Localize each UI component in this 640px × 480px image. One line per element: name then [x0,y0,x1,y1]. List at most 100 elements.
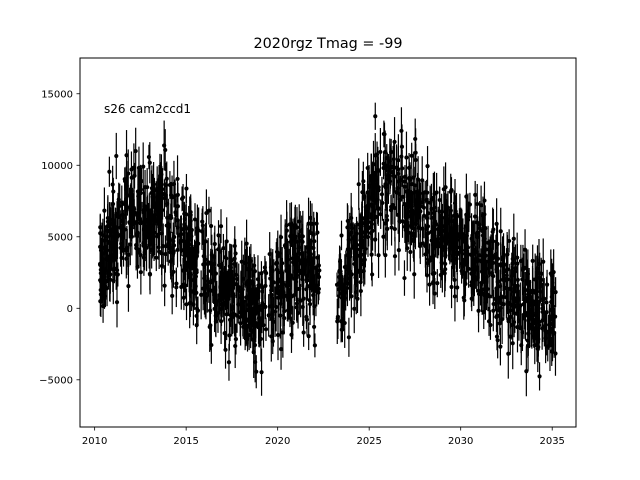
data-point [202,254,207,259]
data-point [381,234,386,239]
data-point [289,332,294,337]
data-point [466,214,471,219]
data-point [192,217,198,222]
data-point [259,370,264,375]
data-point [314,221,319,226]
data-point [129,234,134,239]
data-point [252,269,258,274]
data-point [221,246,226,251]
data-point [376,187,381,193]
y-tick-label: 15000 [41,89,73,100]
data-point [304,273,309,278]
data-point [536,261,542,267]
data-point [516,296,521,301]
data-point [404,232,409,238]
data-point [443,233,448,238]
data-point [299,251,304,256]
data-point [301,330,306,335]
data-point [231,282,236,287]
data-point [402,201,407,207]
data-point [515,325,520,330]
data-point [411,239,416,244]
data-point [248,258,253,264]
data-point [369,252,374,257]
data-point [165,201,170,206]
data-point [400,219,405,224]
data-point [417,244,423,249]
data-point [243,322,248,327]
data-point [363,204,368,210]
data-point [404,155,409,160]
data-point [131,165,136,170]
data-point [469,296,474,301]
data-point [143,204,148,209]
data-point [416,201,421,206]
data-point [355,296,360,301]
data-point [389,225,394,230]
x-tick-label: 2020 [265,436,290,447]
data-point [227,333,232,338]
data-point [284,268,289,273]
data-points [98,102,558,397]
data-point [263,327,269,332]
data-point [518,303,523,308]
data-point [270,269,275,274]
data-point [540,306,545,311]
data-point [402,179,408,184]
data-point [256,283,261,288]
data-point [446,239,451,244]
data-point [435,281,440,286]
data-point [369,173,374,178]
data-point [409,153,414,158]
data-point [191,302,196,307]
data-point [548,307,553,313]
data-point [463,247,469,252]
data-point [396,212,401,217]
data-point [213,313,218,318]
data-point [450,244,455,249]
chart-title: 2020rgz Tmag = -99 [253,36,402,52]
data-point [501,294,506,300]
data-point [553,290,558,295]
data-point [108,272,113,277]
data-point [370,272,375,277]
data-point [311,284,316,289]
data-point [434,190,439,195]
data-point [99,239,105,244]
data-point [226,269,231,275]
data-point [295,255,300,261]
data-point [392,205,397,211]
x-tick-label: 2010 [82,436,107,447]
data-point [162,143,167,148]
data-point [232,261,237,267]
data-point [100,267,106,272]
data-point [179,196,185,201]
data-point [455,285,460,290]
data-point [246,302,251,307]
data-point [136,250,142,255]
data-point [335,319,340,324]
data-point [110,267,115,272]
data-point [157,214,162,220]
data-point [139,179,144,184]
data-point [146,154,152,160]
data-point [423,190,428,195]
data-point [402,224,407,229]
data-point [384,156,389,161]
data-point [457,214,462,219]
data-point [213,271,219,276]
data-point [449,284,454,290]
data-point [448,189,453,194]
data-point [498,344,503,349]
data-point [226,360,232,365]
data-point [346,237,351,242]
x-tick-label: 2030 [448,436,473,447]
data-point [365,234,371,240]
data-point [349,294,354,299]
data-point [221,300,226,305]
data-point [360,230,366,235]
data-point [380,200,385,206]
data-point [120,236,125,241]
data-point [264,271,269,276]
data-point [494,314,499,320]
